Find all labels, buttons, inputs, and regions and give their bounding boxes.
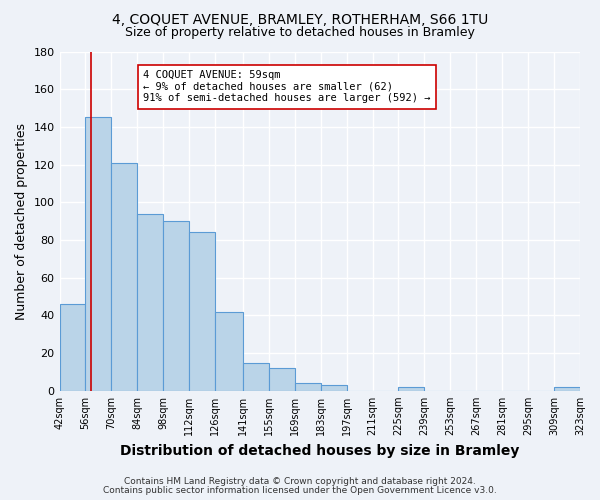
Text: 4 COQUET AVENUE: 59sqm
← 9% of detached houses are smaller (62)
91% of semi-deta: 4 COQUET AVENUE: 59sqm ← 9% of detached … bbox=[143, 70, 430, 103]
Bar bbox=[59, 304, 85, 391]
Bar bbox=[215, 312, 243, 391]
Bar bbox=[137, 214, 163, 391]
Bar bbox=[398, 387, 424, 391]
Text: Contains public sector information licensed under the Open Government Licence v3: Contains public sector information licen… bbox=[103, 486, 497, 495]
Bar bbox=[554, 387, 580, 391]
Bar bbox=[85, 118, 112, 391]
Bar bbox=[320, 385, 347, 391]
Bar bbox=[295, 384, 320, 391]
Text: 4, COQUET AVENUE, BRAMLEY, ROTHERHAM, S66 1TU: 4, COQUET AVENUE, BRAMLEY, ROTHERHAM, S6… bbox=[112, 12, 488, 26]
Bar bbox=[163, 221, 189, 391]
Bar bbox=[243, 362, 269, 391]
Bar bbox=[189, 232, 215, 391]
Bar bbox=[112, 162, 137, 391]
Y-axis label: Number of detached properties: Number of detached properties bbox=[15, 122, 28, 320]
Bar bbox=[269, 368, 295, 391]
Text: Contains HM Land Registry data © Crown copyright and database right 2024.: Contains HM Land Registry data © Crown c… bbox=[124, 477, 476, 486]
X-axis label: Distribution of detached houses by size in Bramley: Distribution of detached houses by size … bbox=[120, 444, 520, 458]
Text: Size of property relative to detached houses in Bramley: Size of property relative to detached ho… bbox=[125, 26, 475, 39]
